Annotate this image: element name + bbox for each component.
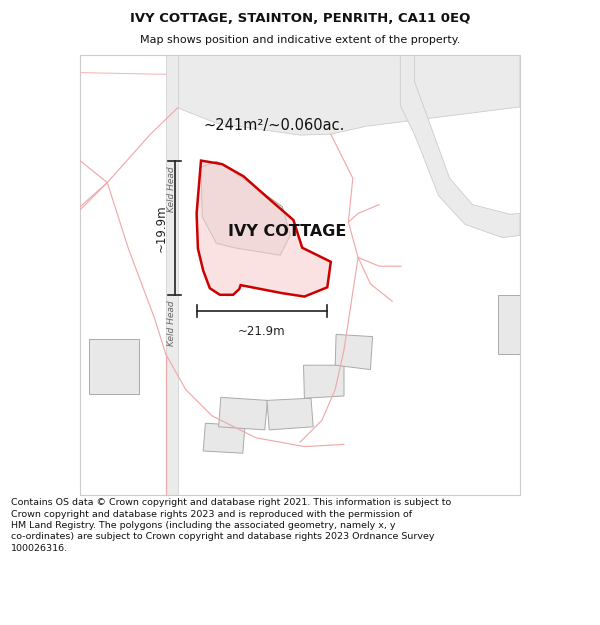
Text: Map shows position and indicative extent of the property.: Map shows position and indicative extent… bbox=[140, 35, 460, 45]
Text: Keld Head: Keld Head bbox=[167, 301, 176, 346]
Polygon shape bbox=[89, 339, 139, 394]
Polygon shape bbox=[166, 55, 178, 495]
Polygon shape bbox=[304, 365, 344, 398]
Text: Contains OS data © Crown copyright and database right 2021. This information is : Contains OS data © Crown copyright and d… bbox=[11, 498, 451, 553]
Text: Keld Head: Keld Head bbox=[167, 166, 176, 212]
Text: ~19.9m: ~19.9m bbox=[155, 204, 167, 251]
Text: IVY COTTAGE: IVY COTTAGE bbox=[227, 224, 346, 239]
Text: ~21.9m: ~21.9m bbox=[238, 325, 286, 338]
Text: ~241m²/~0.060ac.: ~241m²/~0.060ac. bbox=[203, 118, 344, 133]
Polygon shape bbox=[197, 161, 331, 296]
Polygon shape bbox=[218, 398, 268, 430]
Polygon shape bbox=[203, 423, 245, 453]
Polygon shape bbox=[498, 295, 520, 354]
Polygon shape bbox=[178, 55, 520, 135]
Polygon shape bbox=[267, 398, 313, 430]
Polygon shape bbox=[335, 334, 373, 369]
Polygon shape bbox=[400, 55, 520, 238]
Text: IVY COTTAGE, STAINTON, PENRITH, CA11 0EQ: IVY COTTAGE, STAINTON, PENRITH, CA11 0EQ bbox=[130, 12, 470, 25]
Polygon shape bbox=[201, 161, 290, 255]
